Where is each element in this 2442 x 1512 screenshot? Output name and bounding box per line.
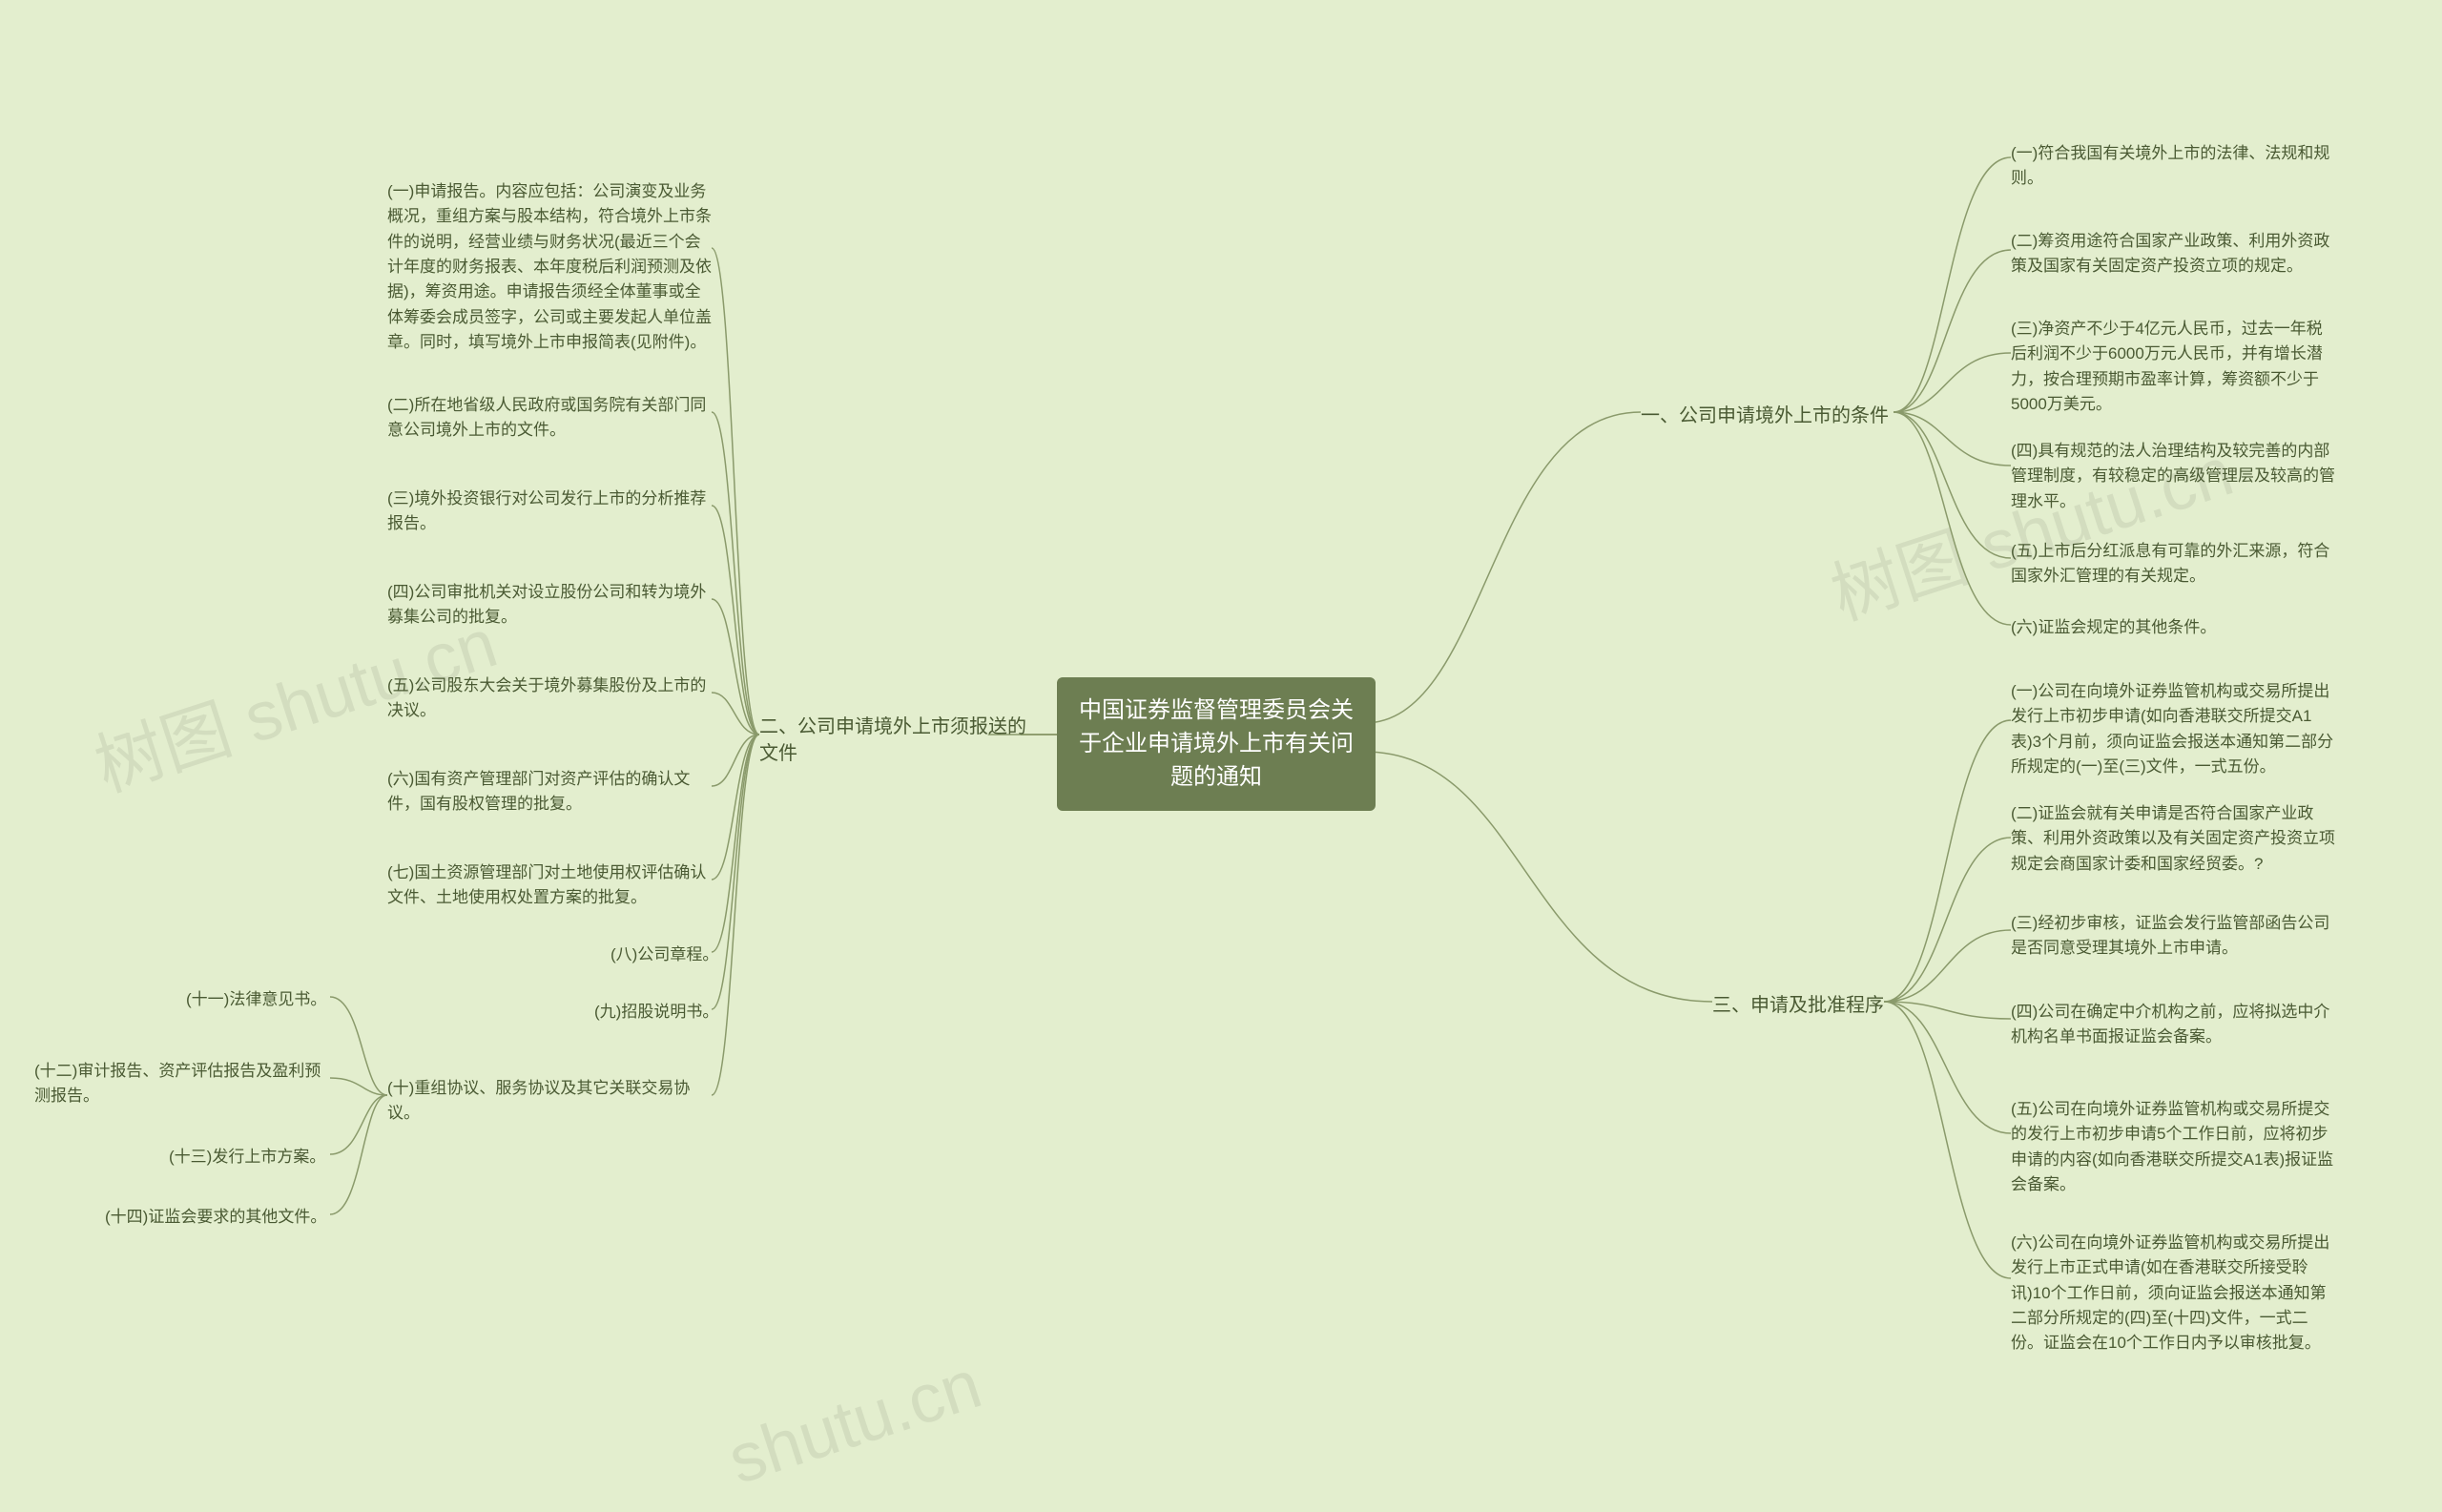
- leaf: (二)证监会就有关申请是否符合国家产业政策、利用外资政策以及有关固定资产投资立项…: [2011, 801, 2335, 877]
- leaf: (一)符合我国有关境外上市的法律、法规和规则。: [2011, 141, 2335, 192]
- leaf: (四)公司审批机关对设立股份公司和转为境外募集公司的批复。: [387, 580, 712, 631]
- leaf: (三)境外投资银行对公司发行上市的分析推荐报告。: [387, 487, 712, 537]
- leaf: (二)筹资用途符合国家产业政策、利用外资政策及国家有关固定资产投资立项的规定。: [2011, 229, 2335, 280]
- watermark: shutu.cn: [719, 1345, 990, 1500]
- leaf: (三)净资产不少于4亿元人民币，过去一年税后利润不少于6000万元人民币，并有增…: [2011, 317, 2335, 417]
- leaf: (七)国土资源管理部门对土地使用权评估确认文件、土地使用权处置方案的批复。: [387, 860, 712, 911]
- mindmap-root: 中国证券监督管理委员会关于企业申请境外上市有关问题的通知: [1057, 677, 1376, 811]
- leaf: (八)公司章程。: [610, 942, 718, 967]
- leaf: (二)所在地省级人民政府或国务院有关部门同意公司境外上市的文件。: [387, 393, 712, 444]
- branch-documents: 二、公司申请境外上市须报送的文件: [759, 714, 1036, 767]
- leaf: (九)招股说明书。: [594, 1000, 718, 1025]
- leaf: (六)公司在向境外证券监管机构或交易所提出发行上市正式申请(如在香港联交所接受聆…: [2011, 1231, 2335, 1357]
- leaf: (五)上市后分红派息有可靠的外汇来源，符合国家外汇管理的有关规定。: [2011, 539, 2335, 590]
- leaf: (四)公司在确定中介机构之前，应将拟选中介机构名单书面报证监会备案。: [2011, 1000, 2335, 1050]
- leaf: (一)公司在向境外证券监管机构或交易所提出发行上市初步申请(如向香港联交所提交A…: [2011, 679, 2335, 779]
- branch-conditions: 一、公司申请境外上市的条件: [1641, 403, 1889, 429]
- leaf: (十一)法律意见书。: [186, 987, 326, 1012]
- leaf: (三)经初步审核，证监会发行监管部函告公司是否同意受理其境外上市申请。: [2011, 911, 2335, 962]
- leaf: (一)申请报告。内容应包括：公司演变及业务概况，重组方案与股本结构，符合境外上市…: [387, 179, 712, 355]
- leaf: (四)具有规范的法人治理结构及较完善的内部管理制度，有较稳定的高级管理层及较高的…: [2011, 439, 2335, 514]
- leaf: (五)公司股东大会关于境外募集股份及上市的决议。: [387, 673, 712, 724]
- leaf: (五)公司在向境外证券监管机构或交易所提交的发行上市初步申请5个工作日前，应将初…: [2011, 1097, 2335, 1197]
- leaf: (十四)证监会要求的其他文件。: [105, 1205, 326, 1230]
- leaf: (六)国有资产管理部门对资产评估的确认文件，国有股权管理的批复。: [387, 767, 712, 818]
- leaf: (十三)发行上市方案。: [169, 1145, 325, 1170]
- branch-procedure: 三、申请及批准程序: [1712, 992, 1884, 1019]
- leaf: (十)重组协议、服务协议及其它关联交易协议。: [387, 1076, 712, 1127]
- leaf: (六)证监会规定的其他条件。: [2011, 615, 2216, 640]
- leaf: (十二)审计报告、资产评估报告及盈利预测报告。: [34, 1059, 330, 1109]
